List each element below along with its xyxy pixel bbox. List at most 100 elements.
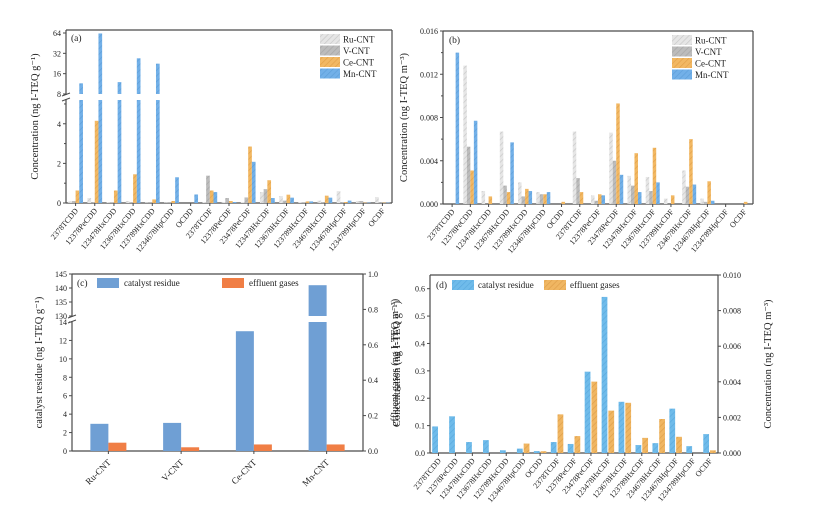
y-right-tick-label: 0.008 <box>723 307 741 316</box>
bar-mn <box>213 192 218 203</box>
y-right-tick-label: 0.004 <box>723 378 741 387</box>
bar-ru <box>481 191 486 204</box>
bar-mn-upper <box>98 33 103 94</box>
y-tick-label: 0 <box>57 199 61 208</box>
bar-mn <box>528 191 533 204</box>
bar-catalyst-residue <box>499 450 506 453</box>
legend-swatch-catalyst-residue <box>452 280 474 290</box>
bar-v <box>576 178 580 204</box>
bar-v <box>110 202 114 203</box>
y-tick-label: 4 <box>63 410 67 419</box>
bar-mn <box>232 202 237 203</box>
y-axis-title-right: effluent gases (ng I-TEQ m⁻³) <box>390 298 401 426</box>
bar-catalyst-residue <box>703 434 710 453</box>
bar-ce <box>75 190 80 203</box>
bar-ru <box>240 202 245 203</box>
bar-ru <box>375 197 379 203</box>
bar-ru <box>125 201 130 203</box>
bar-ru <box>355 201 360 203</box>
bar-catalyst-residue-upper <box>308 285 327 316</box>
bar-ce <box>470 170 474 204</box>
bar-catalyst-residue <box>635 445 642 453</box>
bar-catalyst-residue <box>483 440 489 453</box>
legend-label-ru: Ru-CNT <box>343 35 375 45</box>
y-tick-label: 0.012 <box>420 70 438 79</box>
legend-label-catalyst-residue: catalyst residue <box>478 280 534 290</box>
y-tick-label: 10 <box>59 355 67 364</box>
bar-ru <box>336 191 341 203</box>
y-axis-title: Concentration (ng I-TEQ m⁻³) <box>399 52 410 182</box>
bar-ru <box>572 131 577 204</box>
bar-mn-upper <box>136 58 141 94</box>
bar-mn <box>309 201 314 203</box>
bar-effluent-gases <box>557 414 564 453</box>
x-tick-label: Ru-CNT <box>83 457 113 487</box>
bar-ru <box>609 132 613 204</box>
axis-break-mark <box>67 319 77 324</box>
bar-ru <box>68 201 72 203</box>
bar-ce <box>305 201 310 203</box>
bar-mn <box>692 184 697 204</box>
bar-ru <box>279 196 283 203</box>
bar-ce <box>267 180 272 203</box>
bar-ce <box>543 194 547 204</box>
y-tick-label: 140 <box>55 284 67 293</box>
y-tick-label: 0.004 <box>420 157 438 166</box>
y-right-tick-label: 0.000 <box>723 449 741 458</box>
x-tick-label: OCDF <box>693 456 714 479</box>
bar-ce <box>652 147 657 204</box>
bar-v <box>129 202 134 203</box>
bar-mn <box>175 177 179 203</box>
y-tick-label: 0.3 <box>415 367 425 376</box>
bar-ce <box>152 199 156 203</box>
y-tick-label: 4 <box>57 120 61 129</box>
legend-label-mn: Mn-CNT <box>695 70 729 80</box>
bar-v <box>378 202 383 203</box>
bar-ce <box>561 201 566 204</box>
y-tick-label: 0.0 <box>415 449 425 458</box>
y-tick-label: 135 <box>55 298 67 307</box>
bar-ce <box>707 181 711 204</box>
bar-mn-lower <box>79 100 83 203</box>
bar-mn <box>619 174 624 204</box>
panel-label: (b) <box>449 35 460 46</box>
y-tick-label: 32 <box>53 49 61 58</box>
bar-mn <box>710 200 715 204</box>
bar-mn-lower <box>155 100 160 203</box>
legend-label-ce: Ce-CNT <box>695 59 726 69</box>
x-tick-label: OCDF <box>728 207 749 230</box>
bar-ce <box>113 190 118 203</box>
bar-effluent-gases <box>108 442 127 451</box>
bar-mn <box>347 200 352 203</box>
panel-b: 0.0000.0040.0080.0120.0162378TCDD12378Pe… <box>399 27 754 255</box>
bar-ce <box>171 201 176 203</box>
legend-swatch-ru <box>320 34 340 44</box>
bar-mn <box>251 161 256 203</box>
legend-swatch-mn <box>320 68 340 79</box>
bar-v <box>594 200 598 204</box>
bar-effluent-gases <box>642 437 649 453</box>
bar-ce <box>94 120 99 203</box>
legend-swatch-ce <box>320 57 340 67</box>
bar-effluent-gases <box>676 436 682 453</box>
x-tick-label: OCDF <box>366 206 387 229</box>
panel-a: 02481632642378TCDD12378PeCDD123478HxCDD1… <box>30 29 393 254</box>
legend-label-effluent-gases: effluent gases <box>570 280 620 290</box>
bar-ru <box>590 195 595 204</box>
y-tick-label: 16 <box>53 70 61 79</box>
bar-catalyst-residue <box>550 442 557 453</box>
bar-ru <box>518 182 522 204</box>
axis-break-gap <box>68 317 76 321</box>
bar-catalyst-residue <box>90 423 109 451</box>
bar-ru <box>499 131 504 204</box>
bar-effluent-gases <box>625 402 632 453</box>
bar-effluent-gases <box>710 450 716 453</box>
panel-label: (a) <box>71 33 82 44</box>
legend-swatch-ru <box>672 35 692 45</box>
bar-v <box>302 202 306 203</box>
bar-v <box>685 186 690 204</box>
bar-catalyst-residue <box>601 296 608 453</box>
panel-label: (c) <box>77 278 88 289</box>
y-right-tick-label: 0.0 <box>368 447 378 456</box>
y-axis-title-left: catalyst residue (ng I-TEQ g⁻¹) <box>34 296 45 428</box>
